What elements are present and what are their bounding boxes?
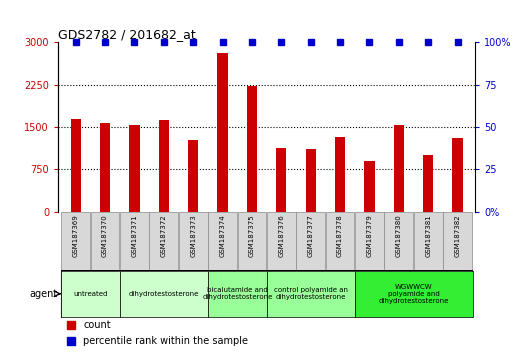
FancyBboxPatch shape: [384, 212, 413, 270]
Bar: [71, 119, 81, 212]
Bar: [276, 148, 287, 212]
Text: agent: agent: [29, 289, 58, 299]
Text: GSM187381: GSM187381: [425, 215, 431, 257]
FancyBboxPatch shape: [61, 270, 120, 317]
FancyBboxPatch shape: [208, 270, 267, 317]
Text: dihydrotestosterone: dihydrotestosterone: [129, 291, 199, 297]
FancyBboxPatch shape: [414, 212, 442, 270]
FancyBboxPatch shape: [179, 212, 208, 270]
Bar: [247, 86, 257, 212]
FancyBboxPatch shape: [355, 212, 384, 270]
Text: GSM187373: GSM187373: [190, 215, 196, 257]
FancyBboxPatch shape: [61, 270, 472, 318]
Text: GSM187376: GSM187376: [278, 215, 284, 257]
Bar: [129, 125, 139, 212]
Text: GSM187370: GSM187370: [102, 215, 108, 257]
FancyBboxPatch shape: [267, 212, 296, 270]
Text: percentile rank within the sample: percentile rank within the sample: [83, 336, 248, 346]
Bar: [335, 137, 345, 212]
Text: GSM187369: GSM187369: [73, 215, 79, 257]
FancyBboxPatch shape: [120, 212, 149, 270]
FancyBboxPatch shape: [149, 212, 178, 270]
Text: GSM187374: GSM187374: [220, 215, 225, 257]
Bar: [306, 149, 316, 212]
Text: WGWWCW
polyamide and
dihydrotestosterone: WGWWCW polyamide and dihydrotestosterone: [379, 284, 449, 304]
FancyBboxPatch shape: [296, 212, 325, 270]
Bar: [423, 155, 433, 212]
Text: GSM187378: GSM187378: [337, 215, 343, 257]
FancyBboxPatch shape: [443, 212, 472, 270]
Bar: [394, 125, 404, 212]
Text: untreated: untreated: [73, 291, 108, 297]
Bar: [364, 161, 374, 212]
Bar: [218, 53, 228, 212]
Bar: [100, 122, 110, 212]
Text: count: count: [83, 320, 111, 330]
Text: control polyamide an
dihydrotestosterone: control polyamide an dihydrotestosterone: [274, 287, 348, 300]
FancyBboxPatch shape: [238, 212, 266, 270]
Text: GSM187380: GSM187380: [396, 215, 402, 257]
FancyBboxPatch shape: [355, 270, 473, 317]
Text: GSM187379: GSM187379: [366, 215, 372, 257]
FancyBboxPatch shape: [267, 270, 355, 317]
Text: bicalutamide and
dihydrotestosterone: bicalutamide and dihydrotestosterone: [202, 287, 273, 300]
FancyBboxPatch shape: [91, 212, 119, 270]
Bar: [159, 120, 169, 212]
Text: GSM187382: GSM187382: [455, 215, 460, 257]
Text: GSM187375: GSM187375: [249, 215, 255, 257]
FancyBboxPatch shape: [61, 212, 90, 270]
Text: GSM187372: GSM187372: [161, 215, 167, 257]
FancyBboxPatch shape: [120, 270, 208, 317]
Bar: [452, 138, 463, 212]
Bar: [188, 140, 199, 212]
Text: GDS2782 / 201682_at: GDS2782 / 201682_at: [58, 28, 196, 41]
Text: GSM187377: GSM187377: [308, 215, 314, 257]
Text: GSM187371: GSM187371: [131, 215, 137, 257]
FancyBboxPatch shape: [208, 212, 237, 270]
FancyBboxPatch shape: [326, 212, 354, 270]
